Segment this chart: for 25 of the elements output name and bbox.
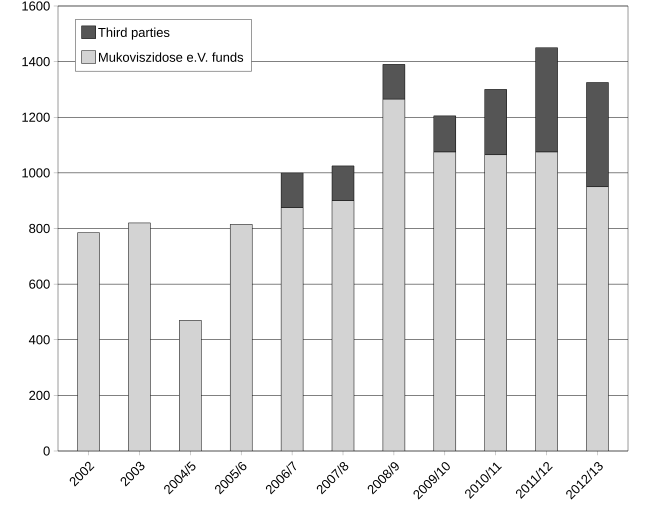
y-tick-label: 800: [29, 224, 50, 234]
y-tick-label: 200: [29, 390, 50, 400]
bar: [128, 222, 151, 451]
bar: [332, 166, 354, 201]
y-tick-label: 0: [44, 446, 50, 456]
bar: [434, 116, 456, 152]
legend-label: Mukoviszidose e.V. funds: [99, 52, 244, 62]
y-tick-label: 400: [28, 335, 50, 344]
bar: [586, 186, 609, 451]
bar: [434, 152, 456, 451]
bar: [484, 154, 507, 451]
y-tick-label: 1400: [22, 57, 50, 66]
y-tick-label: 1200: [22, 112, 50, 122]
bar: [179, 320, 202, 451]
bar: [280, 207, 304, 451]
y-tick-label: 1000: [22, 168, 50, 178]
bar: [382, 98, 406, 451]
bar: [280, 172, 304, 208]
legend-label: Third parties: [98, 28, 170, 40]
y-tick-label: 1600: [22, 1, 50, 11]
bar: [332, 200, 354, 451]
bar: [230, 224, 252, 451]
y-tick-label: 600: [29, 280, 50, 289]
bar: [77, 232, 100, 451]
bar: [535, 152, 558, 451]
